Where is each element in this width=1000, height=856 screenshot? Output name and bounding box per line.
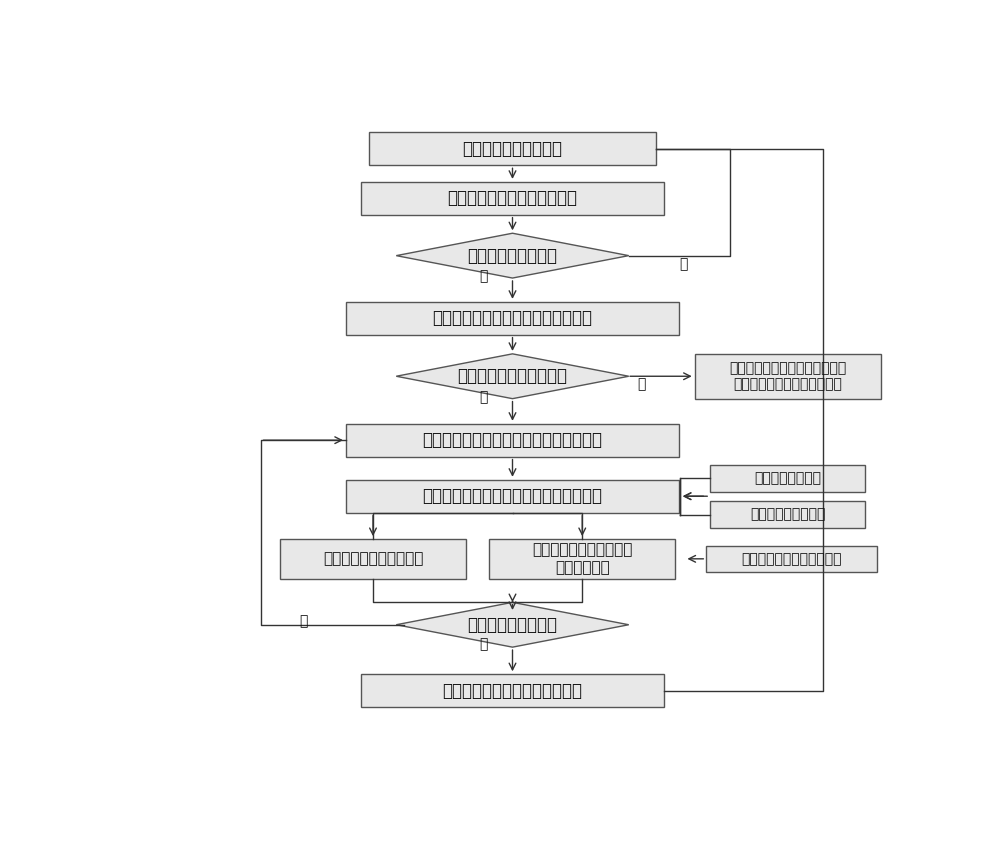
Text: 是否处于过饱和状态: 是否处于过饱和状态	[468, 247, 558, 265]
Text: 交通信号控制转换优化后的方案: 交通信号控制转换优化后的方案	[442, 681, 582, 699]
Text: 静态参考配时方案: 静态参考配时方案	[754, 472, 821, 485]
FancyBboxPatch shape	[489, 539, 675, 579]
Polygon shape	[396, 354, 629, 399]
Text: 是否与交通设计原因产生: 是否与交通设计原因产生	[458, 367, 568, 385]
Polygon shape	[396, 603, 629, 647]
FancyBboxPatch shape	[361, 675, 664, 707]
Text: 实时识别交叉口群关键路径: 实时识别交叉口群关键路径	[741, 552, 842, 566]
FancyBboxPatch shape	[280, 539, 466, 579]
FancyBboxPatch shape	[346, 424, 679, 456]
Text: 动态、静态协同交通信号控制模型与算法: 动态、静态协同交通信号控制模型与算法	[422, 487, 602, 505]
Text: 交叉口群内针对关键路径
进行信号优化: 交叉口群内针对关键路径 进行信号优化	[532, 543, 632, 575]
FancyBboxPatch shape	[710, 466, 865, 491]
FancyBboxPatch shape	[710, 502, 865, 528]
FancyBboxPatch shape	[346, 302, 679, 335]
Text: 是: 是	[480, 638, 488, 651]
Text: 交叉口群边界截流或限流: 交叉口群边界截流或限流	[323, 551, 423, 567]
FancyBboxPatch shape	[706, 545, 877, 572]
Text: 否: 否	[679, 257, 687, 271]
Text: 应用过饱和状态下交通优化目标进行控制: 应用过饱和状态下交通优化目标进行控制	[422, 431, 602, 449]
FancyBboxPatch shape	[361, 181, 664, 215]
FancyBboxPatch shape	[346, 479, 679, 513]
Text: 是: 是	[480, 390, 488, 404]
Text: 针对过饱和状态产生原因对交通
信号控制和管理进行相应调整: 针对过饱和状态产生原因对交通 信号控制和管理进行相应调整	[729, 361, 846, 391]
Text: 交叉口群交通数据采集与处理: 交叉口群交通数据采集与处理	[448, 189, 578, 207]
Text: 否: 否	[299, 615, 307, 628]
Text: 否: 否	[637, 377, 645, 391]
FancyBboxPatch shape	[369, 133, 656, 165]
Text: 动态更新模型与算法: 动态更新模型与算法	[750, 508, 825, 521]
FancyBboxPatch shape	[695, 354, 881, 399]
Polygon shape	[396, 233, 629, 278]
Text: 稳态交通信号控制模式: 稳态交通信号控制模式	[462, 140, 562, 158]
Text: 对过饱和状态交叉口群进行分析研判: 对过饱和状态交叉口群进行分析研判	[432, 309, 592, 327]
Text: 过饱和状态是否消失: 过饱和状态是否消失	[468, 615, 558, 633]
Text: 是: 是	[480, 269, 488, 283]
